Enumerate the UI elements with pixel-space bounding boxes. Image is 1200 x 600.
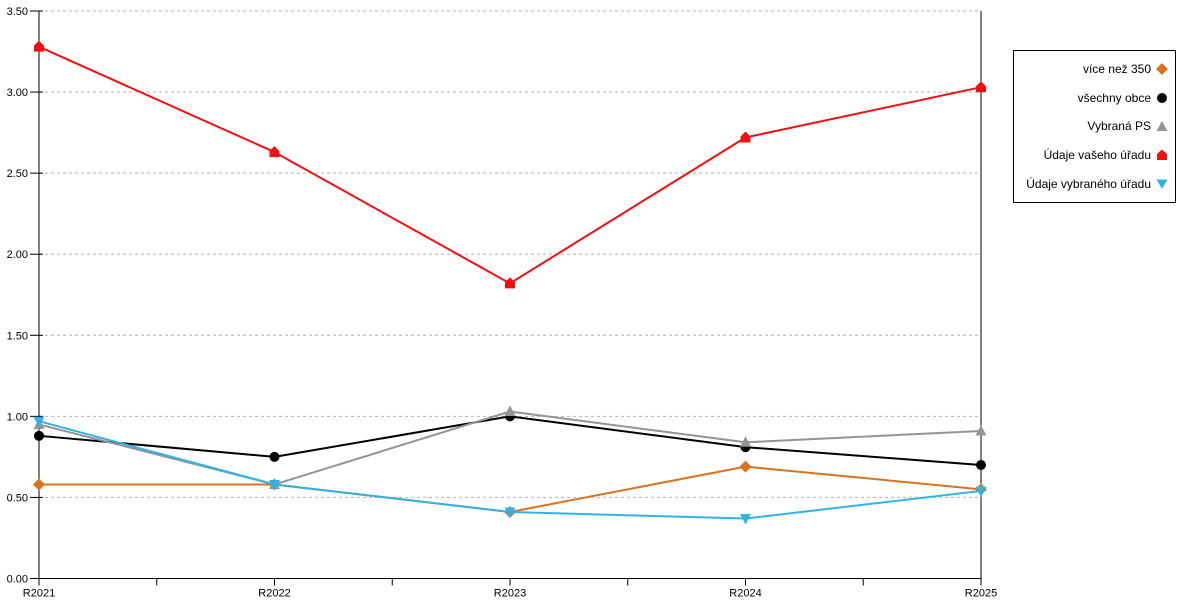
- legend-item: Údaje vašeho úřadu: [1018, 148, 1168, 162]
- legend-item-label: všechny obce: [1077, 90, 1151, 105]
- gridlines: [39, 10, 981, 498]
- series-triangle-down: [33, 416, 987, 525]
- y-tick-label: 1.50: [7, 330, 28, 342]
- x-tick-label: R2022: [258, 588, 290, 600]
- y-tick-label: 0.50: [7, 492, 28, 504]
- y-tick-label: 3.50: [7, 6, 28, 18]
- legend-item-label: Údaje vašeho úřadu: [1043, 148, 1151, 163]
- x-tick-label: R2021: [23, 588, 55, 600]
- series-circle: [34, 411, 986, 470]
- legend-item-label: více než 350: [1082, 62, 1151, 77]
- y-tick-label: 3.00: [7, 87, 28, 99]
- series-pentagon: [34, 40, 986, 289]
- diamond-icon: [1156, 63, 1168, 76]
- legend-item-label: Údaje vybraného úřadu: [1026, 176, 1151, 191]
- y-tick-label: 1.00: [7, 411, 28, 423]
- circle-icon: [1157, 92, 1167, 103]
- y-tick-label: 0.00: [7, 574, 28, 586]
- y-tick-label: 2.00: [7, 249, 28, 261]
- x-tick-label: R2025: [965, 588, 997, 600]
- triangle-up-icon: [1156, 121, 1168, 132]
- legend-item: více než 350: [1018, 62, 1168, 76]
- legend-item: všechny obce: [1018, 91, 1168, 105]
- x-axis: R2021 R2022 R2023 R2024 R2025: [23, 578, 997, 600]
- legend-item: Vybraná PS: [1018, 119, 1168, 133]
- legend: více než 350 všechny obce Vybraná PS Úda…: [1013, 50, 1176, 203]
- axes: [38, 11, 982, 579]
- legend-item-label: Vybraná PS: [1087, 119, 1151, 134]
- x-tick-label: R2024: [729, 588, 761, 600]
- y-axis: 0.00 0.50 1.00 1.50 2.00 2.50 3.00 3.50: [7, 6, 43, 586]
- triangle-down-icon: [1156, 179, 1168, 189]
- pentagon-icon: [1157, 149, 1167, 161]
- x-tick-label: R2023: [494, 588, 526, 600]
- y-tick-label: 2.50: [7, 168, 28, 180]
- legend-item: Údaje vybraného úřadu: [1018, 177, 1168, 191]
